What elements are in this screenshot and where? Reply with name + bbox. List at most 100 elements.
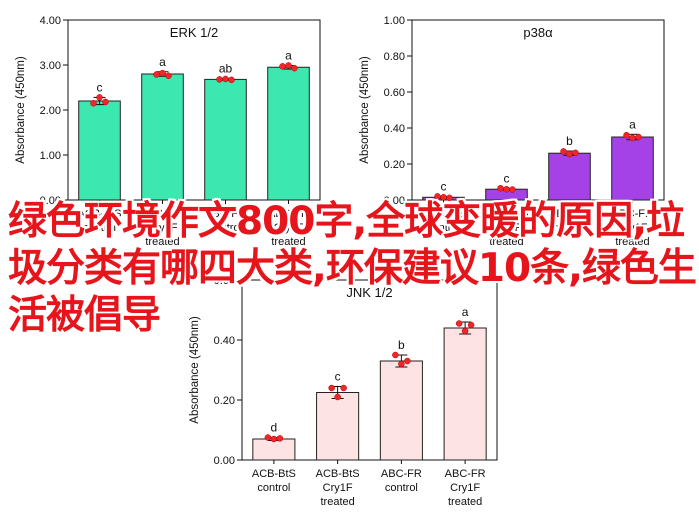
data-point bbox=[404, 357, 411, 365]
y-tick-label: 4.00 bbox=[40, 15, 61, 27]
y-tick-label: 0.60 bbox=[214, 275, 235, 287]
data-point bbox=[334, 393, 341, 401]
x-tick-label: treated bbox=[145, 236, 179, 248]
y-tick-label: 0.60 bbox=[384, 87, 405, 99]
significance-letter: c bbox=[441, 179, 447, 193]
data-point bbox=[328, 384, 335, 392]
bar bbox=[316, 392, 360, 461]
bar bbox=[141, 73, 184, 201]
x-tick-label: ABC-FR bbox=[268, 208, 309, 220]
x-tick-label: control bbox=[427, 222, 460, 234]
x-tick-label: Cry1F bbox=[148, 222, 178, 234]
data-point bbox=[392, 351, 399, 359]
y-tick-label: 3.00 bbox=[40, 60, 61, 72]
data-point bbox=[623, 131, 630, 139]
x-tick-label: ABC-FR bbox=[612, 208, 653, 220]
data-point bbox=[279, 63, 286, 70]
chart-panel-3: JNK 1/2 0.00 0.20 0.40 0.60 Absorbance (450nm… bbox=[189, 275, 498, 508]
data-point bbox=[96, 94, 103, 101]
x-tick-label: ACB-BtS bbox=[421, 208, 465, 220]
y-tick-label: 0.20 bbox=[214, 395, 235, 407]
significance-letter: a bbox=[629, 117, 636, 131]
x-tick-label: ABC-FR bbox=[205, 208, 246, 220]
data-point bbox=[90, 100, 97, 107]
significance-letter: b bbox=[398, 338, 405, 352]
data-point bbox=[216, 76, 223, 83]
y-axis-label: Absorbance (450nm) bbox=[15, 56, 27, 164]
x-tick-label: Cry1F bbox=[618, 222, 648, 234]
significance-letter: c bbox=[97, 80, 103, 94]
data-point bbox=[509, 186, 516, 193]
data-point bbox=[572, 149, 579, 157]
y-tick-label: 0.00 bbox=[384, 195, 405, 207]
data-point bbox=[159, 69, 166, 77]
x-tick-label: ACB-BtS bbox=[252, 468, 296, 480]
data-point bbox=[446, 194, 453, 202]
y-tick-label: 2.00 bbox=[40, 105, 61, 117]
significance-letter: b bbox=[566, 134, 573, 148]
chart-panel-2: p38α 0.00 0.20 0.40 0.60 0.80 1.00 Absorbance (… bbox=[359, 15, 665, 248]
data-point bbox=[165, 72, 172, 80]
chart-title: p38α bbox=[523, 25, 553, 40]
data-point bbox=[102, 98, 109, 106]
y-tick-label: 1.00 bbox=[40, 150, 61, 162]
y-tick-label: 0.80 bbox=[384, 51, 405, 63]
plot-frame bbox=[241, 279, 498, 461]
bar bbox=[611, 136, 654, 201]
x-tick-label: control bbox=[83, 222, 116, 234]
significance-letter: c bbox=[335, 370, 341, 384]
x-tick-label: treated bbox=[489, 236, 523, 248]
x-tick-label: control bbox=[553, 222, 586, 234]
x-tick-label: ABC-FR bbox=[445, 468, 486, 480]
x-tick-label: control bbox=[385, 482, 418, 494]
x-tick-label: treated bbox=[615, 236, 649, 248]
data-point bbox=[153, 71, 160, 78]
significance-letter: a bbox=[285, 48, 292, 62]
data-point bbox=[560, 148, 567, 155]
data-point bbox=[264, 434, 272, 441]
significance-letter: a bbox=[159, 55, 166, 69]
chart-title: JNK 1/2 bbox=[346, 285, 392, 300]
x-tick-label: Cry1F bbox=[492, 222, 522, 234]
bar bbox=[78, 100, 121, 201]
significance-letter: a bbox=[462, 305, 469, 319]
x-tick-label: ACB-BtS bbox=[77, 208, 121, 220]
data-point bbox=[291, 64, 298, 72]
bar bbox=[379, 360, 423, 461]
significance-letter: d bbox=[271, 421, 278, 435]
chart-panel-1: ERK 1/2 0.00 1.00 2.00 3.00 4.00 Absorbance (4… bbox=[15, 15, 321, 248]
x-tick-label: ACB-BtS bbox=[316, 468, 360, 480]
bar bbox=[548, 152, 591, 201]
data-point bbox=[228, 76, 235, 84]
bar bbox=[204, 78, 247, 201]
x-tick-label: ACB-BtS bbox=[484, 208, 528, 220]
x-tick-label: control bbox=[209, 222, 242, 234]
data-point bbox=[455, 320, 463, 327]
significance-letter: ab bbox=[219, 62, 233, 76]
y-axis-label: Absorbance (450nm) bbox=[359, 56, 371, 164]
data-point bbox=[270, 435, 278, 443]
y-tick-label: 0.40 bbox=[384, 123, 405, 135]
bar bbox=[267, 66, 310, 201]
y-tick-label: 0.00 bbox=[214, 455, 235, 467]
data-point bbox=[635, 133, 642, 141]
y-tick-label: 1.00 bbox=[384, 15, 405, 27]
data-point bbox=[285, 62, 292, 69]
chart-title: ERK 1/2 bbox=[170, 25, 218, 40]
x-tick-label: control bbox=[257, 482, 290, 494]
y-tick-label: 0.00 bbox=[40, 195, 61, 207]
x-tick-label: Cry1F bbox=[323, 482, 353, 494]
data-point bbox=[222, 75, 229, 83]
data-point bbox=[629, 134, 636, 142]
x-tick-label: treated bbox=[321, 496, 355, 508]
y-axis-label: Absorbance (450nm) bbox=[189, 316, 201, 424]
data-point bbox=[566, 150, 573, 158]
data-point bbox=[503, 185, 510, 193]
plot-frame bbox=[411, 19, 665, 201]
x-tick-label: Cry1F bbox=[450, 482, 480, 494]
data-point bbox=[467, 321, 475, 329]
x-tick-label: ACB-BtS bbox=[140, 208, 184, 220]
data-point bbox=[340, 384, 347, 392]
data-point bbox=[276, 435, 284, 442]
data-point bbox=[398, 360, 405, 368]
